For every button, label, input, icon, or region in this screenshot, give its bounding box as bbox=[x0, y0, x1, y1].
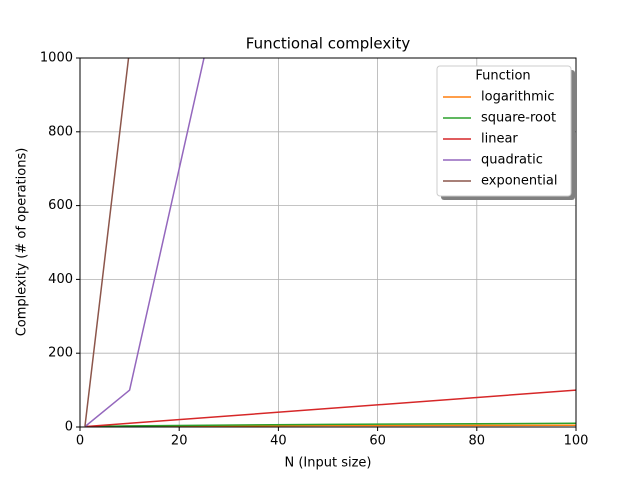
legend-box bbox=[436, 65, 572, 197]
legend-label: logarithmic bbox=[481, 90, 555, 105]
x-tick-label: 80 bbox=[469, 434, 486, 449]
x-tick-label: 20 bbox=[171, 434, 188, 449]
x-tick-label: 100 bbox=[564, 434, 589, 449]
legend-label: square-root bbox=[481, 111, 556, 126]
y-tick-label: 1000 bbox=[40, 51, 73, 66]
y-tick-label: 400 bbox=[48, 272, 73, 287]
series-line bbox=[84, 58, 205, 427]
x-tick-label: 60 bbox=[369, 434, 386, 449]
y-tick-label: 800 bbox=[48, 124, 73, 139]
chart-title: Functional complexity bbox=[246, 35, 411, 53]
legend-label: quadratic bbox=[481, 153, 543, 168]
x-axis-label: N (Input size) bbox=[284, 456, 371, 471]
y-tick-label: 200 bbox=[48, 346, 73, 361]
legend-label: exponential bbox=[481, 174, 557, 189]
x-tick-label: 0 bbox=[76, 434, 84, 449]
legend: Function logarithmic square-root linear qua… bbox=[436, 65, 575, 200]
y-tick-label: 0 bbox=[65, 420, 73, 435]
legend-title: Function bbox=[475, 69, 530, 84]
y-tick-label: 600 bbox=[48, 198, 73, 213]
series-line bbox=[84, 422, 576, 427]
y-axis-label: Complexity (# of operations) bbox=[15, 148, 30, 337]
series-line bbox=[84, 389, 576, 427]
plot-frame bbox=[79, 57, 577, 428]
x-tick-label: 40 bbox=[270, 434, 287, 449]
legend-label: linear bbox=[481, 132, 518, 147]
